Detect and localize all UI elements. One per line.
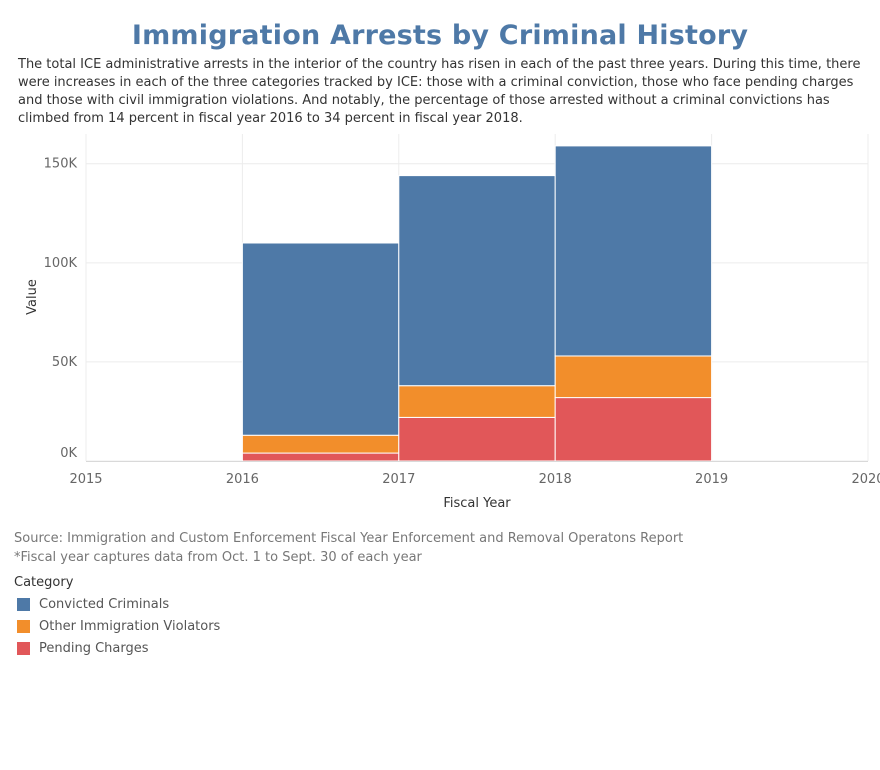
x-tick-label: 2020 <box>851 472 880 487</box>
bar-segment-other-immigration-violators-2018 <box>554 355 713 399</box>
fiscal-year-note: *Fiscal year captures data from Oct. 1 t… <box>14 550 422 565</box>
legend-item-pending-charges[interactable]: Pending Charges <box>14 637 220 659</box>
y-tick-label: 100K <box>44 256 78 271</box>
legend-item-convicted-criminals[interactable]: Convicted Criminals <box>14 593 220 615</box>
bar-segment-convicted-criminals-2018 <box>554 145 713 357</box>
x-tick-label: 2017 <box>382 472 415 487</box>
legend-swatch <box>17 597 30 611</box>
y-axis-title: Value <box>25 279 40 315</box>
y-tick-label: 50K <box>52 355 78 370</box>
y-tick-label: 0K <box>60 446 77 461</box>
legend-label: Other Immigration Violators <box>39 618 221 634</box>
x-tick-label: 2015 <box>69 472 102 487</box>
x-tick-label: 2016 <box>226 472 259 487</box>
bar-segment-pending-charges-2016 <box>241 452 400 462</box>
bar-segment-other-immigration-violators-2017 <box>398 385 556 418</box>
bar-segment-pending-charges-2018 <box>554 397 713 462</box>
legend: Category Convicted Criminals Other Immig… <box>14 575 220 659</box>
source-note: Source: Immigration and Custom Enforceme… <box>14 531 684 546</box>
legend-label: Convicted Criminals <box>39 596 170 612</box>
bar-segment-other-immigration-violators-2016 <box>241 434 400 454</box>
bar-segment-convicted-criminals-2017 <box>398 175 556 387</box>
stacked-bar-chart: 0K 50K 100K 150K 2015 2016 2017 2018 2019 2020 Fis… <box>25 134 880 511</box>
bar-segment-pending-charges-2017 <box>398 416 556 462</box>
legend-item-other-immigration-violators[interactable]: Other Immigration Violators <box>14 615 220 637</box>
footer: Source: Immigration and Custom Enforceme… <box>14 529 683 567</box>
chart-description: The total ICE administrative arrests in … <box>18 57 861 126</box>
chart-title: Immigration Arrests by Criminal History <box>131 20 749 51</box>
legend-title: Category <box>14 575 74 590</box>
x-tick-label: 2019 <box>695 472 728 487</box>
legend-swatch <box>17 619 30 633</box>
x-axis-title: Fiscal Year <box>443 496 511 511</box>
legend-label: Pending Charges <box>39 640 149 656</box>
x-tick-label: 2018 <box>539 472 572 487</box>
legend-swatch <box>17 641 30 655</box>
bar-segment-convicted-criminals-2016 <box>241 242 400 436</box>
y-tick-label: 150K <box>44 157 78 172</box>
